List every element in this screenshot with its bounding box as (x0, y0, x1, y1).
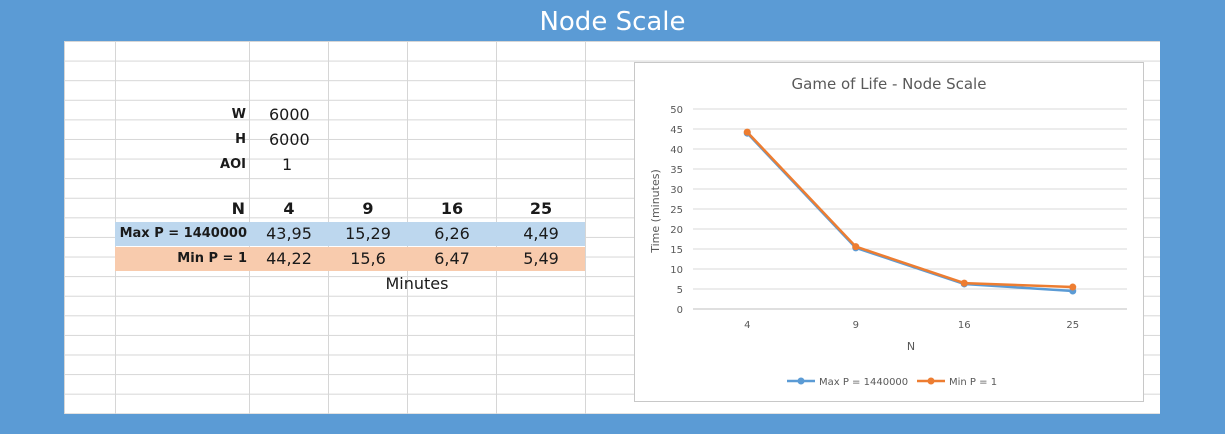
legend-label: Min P = 1 (949, 377, 997, 388)
table-cell: 15,29 (345, 224, 391, 243)
column-header: 16 (440, 199, 464, 218)
x-axis-label: N (907, 340, 915, 353)
table-cell: 6,47 (434, 249, 470, 268)
param-value-h: 6000 (269, 130, 310, 149)
column-header: 4 (283, 199, 295, 218)
table-cell: 15,6 (350, 249, 386, 268)
table-row-max-p (115, 222, 585, 246)
param-label-aoi: AOI (220, 157, 246, 172)
column-header: 9 (362, 199, 374, 218)
table-cell: 44,22 (266, 249, 312, 268)
param-label-w: W (231, 107, 246, 122)
param-label-h: H (235, 132, 246, 147)
table-cell: 5,49 (523, 249, 559, 268)
column-header: 25 (529, 199, 553, 218)
y-tick-label: 30 (670, 185, 683, 196)
data-point (852, 243, 860, 251)
param-value-w: 6000 (269, 105, 310, 124)
y-tick-label: 0 (677, 305, 683, 316)
series-line (746, 132, 1073, 293)
legend-marker (927, 377, 935, 385)
data-point (743, 128, 751, 136)
y-tick-label: 50 (670, 105, 683, 116)
param-value-aoi: 1 (282, 155, 293, 174)
y-tick-label: 20 (670, 225, 683, 236)
table-cell: 6,26 (434, 224, 470, 243)
y-tick-label: 40 (670, 145, 683, 156)
table-cell: 4,49 (523, 224, 559, 243)
y-tick-label: 45 (670, 125, 683, 136)
y-tick-label: 10 (670, 265, 683, 276)
x-tick-label: 16 (958, 320, 971, 331)
slide-title: Node Scale (539, 7, 686, 37)
table-cell: 43,95 (266, 224, 312, 243)
spreadsheet: W 6000 H 6000 AOI 1 N 4 9 16 25 Max P = … (64, 41, 1160, 414)
data-point (960, 279, 968, 287)
series-line (746, 131, 1073, 289)
line-chart: Game of Life - Node Scale 0 5 10 15 20 25 30 35… (649, 75, 1127, 388)
y-tick-label: 15 (670, 245, 683, 256)
row-label: Min P = 1 (177, 251, 247, 266)
legend-marker (797, 377, 805, 385)
table-row-min-p (115, 247, 585, 271)
x-tick-label: 25 (1066, 320, 1079, 331)
x-tick-label: 9 (853, 320, 859, 331)
y-axis-label: Time (minutes) (649, 169, 662, 254)
row-label: Max P = 1440000 (119, 226, 247, 241)
chart-title: Game of Life - Node Scale (792, 75, 987, 93)
y-tick-label: 5 (677, 285, 683, 296)
y-tick-label: 25 (670, 205, 683, 216)
data-point (1069, 283, 1077, 291)
legend-label: Max P = 1440000 (819, 377, 908, 388)
y-tick-label: 35 (670, 165, 683, 176)
chart-container[interactable]: Game of Life - Node Scale 0 5 10 15 20 25 30 35… (634, 62, 1144, 402)
x-tick-label: 4 (744, 320, 750, 331)
n-header: N (231, 199, 245, 218)
unit-note: Minutes (385, 274, 449, 293)
